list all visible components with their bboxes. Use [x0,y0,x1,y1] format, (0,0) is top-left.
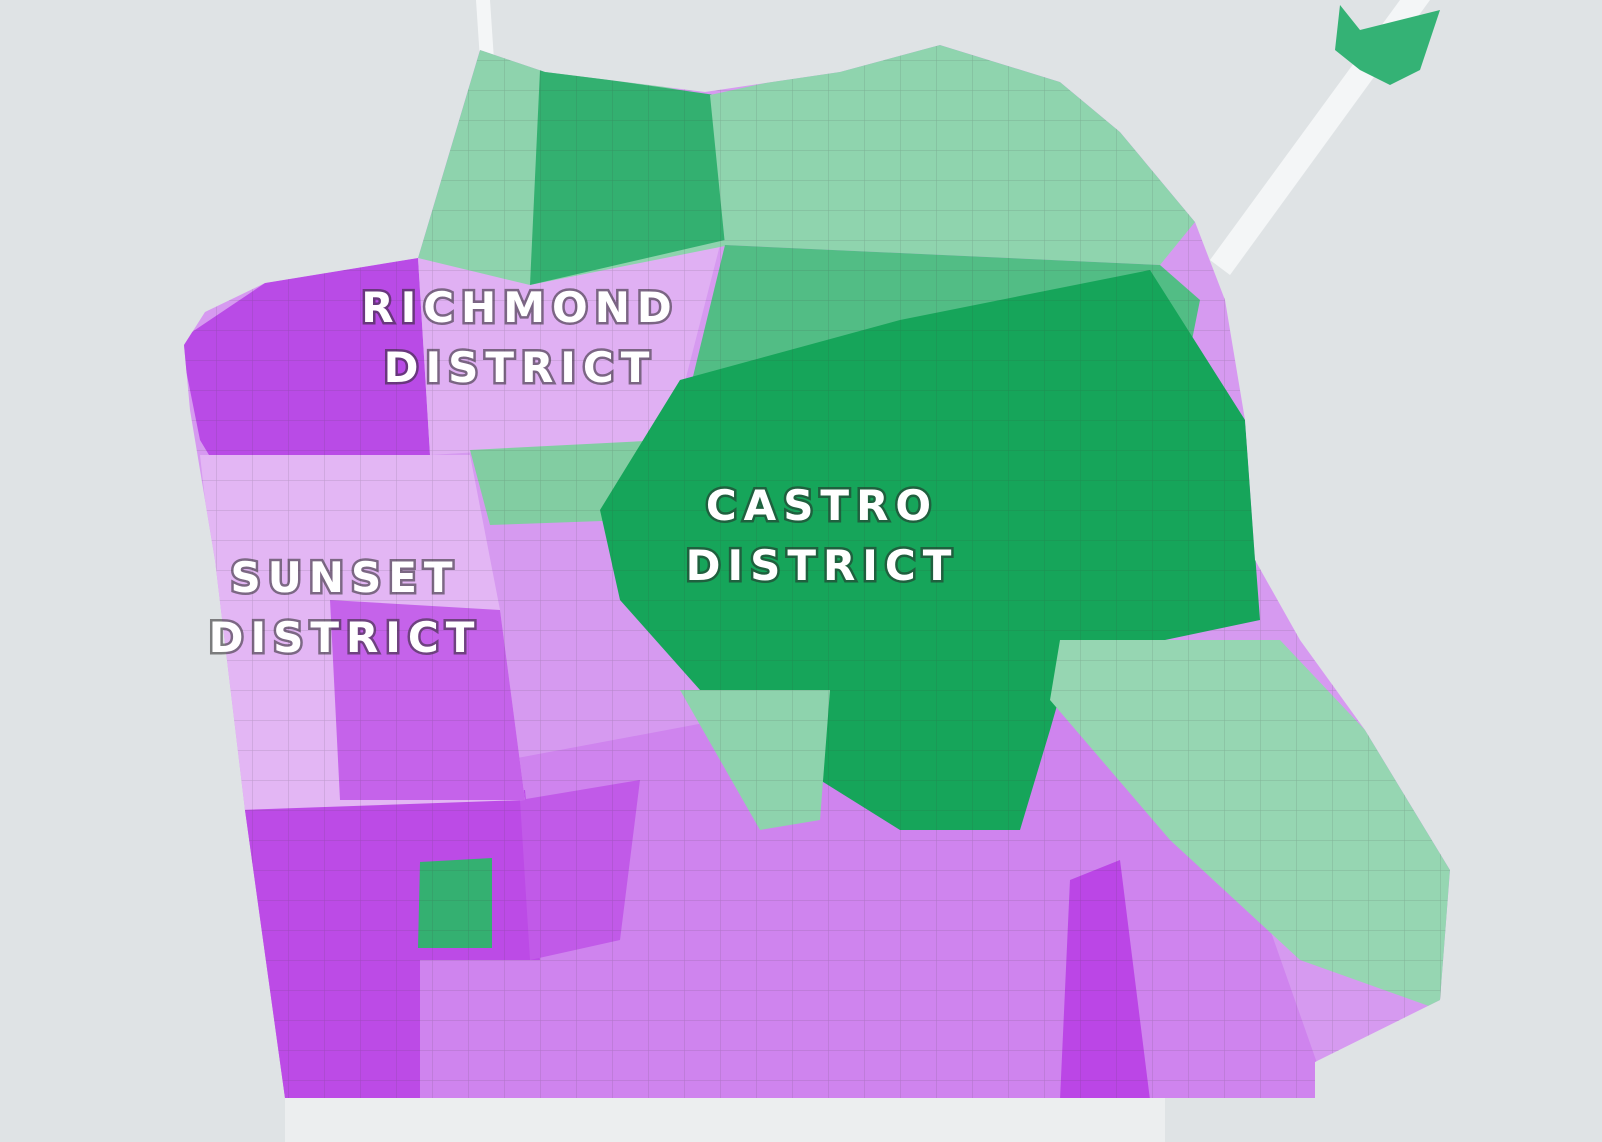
bridge-road [476,0,494,60]
island [1335,5,1440,85]
county-edge [285,1098,1165,1142]
district-label: DISTRICT [209,613,482,662]
district-label: DISTRICT [686,541,959,590]
district-label: SUNSET [230,553,459,602]
district-label: DISTRICT [384,343,657,392]
district-labels: RICHMOND DISTRICT CASTRO DISTRICT SUNSET DIST… [206,281,959,665]
district-label: RICHMOND [361,283,678,332]
district-label: CASTRO [706,481,938,530]
